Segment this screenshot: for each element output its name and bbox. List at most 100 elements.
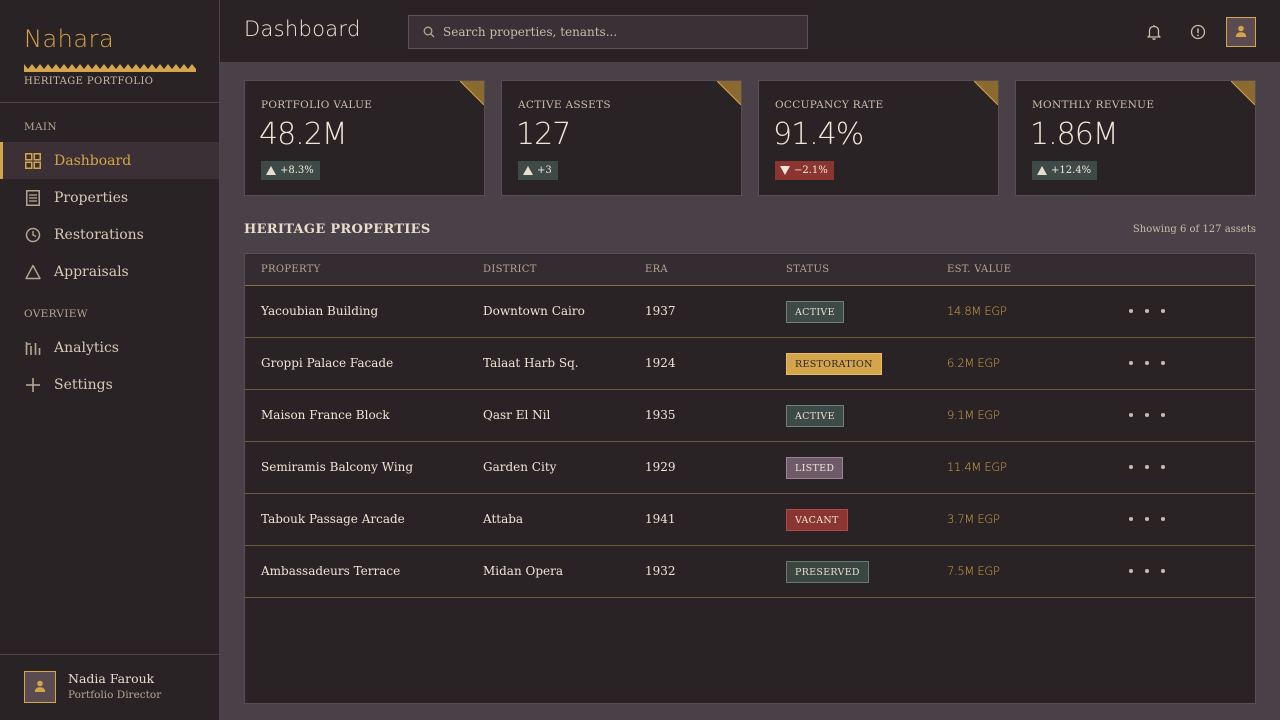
- search-input[interactable]: [443, 25, 793, 39]
- arrow-up-icon: [266, 166, 276, 175]
- sidebar-item-restorations[interactable]: Restorations: [0, 216, 219, 253]
- person-icon: [1234, 23, 1248, 42]
- stat-card-occupancy-rate: OCCUPANCY RATE 91.4% −2.1%: [758, 80, 999, 196]
- status-badge: PRESERVED: [786, 561, 869, 583]
- cell-era: 1932: [645, 564, 676, 578]
- arrow-up-icon: [1037, 166, 1047, 175]
- stat-label: MONTHLY REVENUE: [1032, 99, 1155, 111]
- dot-icon: [1129, 569, 1133, 573]
- top-header: Dashboard: [220, 0, 1280, 63]
- cell-est-value: 14.8M EGP: [947, 304, 1007, 318]
- corner-ornament-icon: [717, 81, 741, 105]
- cell-era: 1924: [645, 356, 676, 370]
- row-more-actions-icon[interactable]: [1129, 460, 1165, 474]
- sidebar-item-label: Restorations: [54, 226, 144, 243]
- status-badge: ACTIVE: [786, 301, 844, 323]
- stat-change-badge: −2.1%: [775, 161, 834, 180]
- table-row[interactable]: Groppi Palace Facade Talaat Harb Sq. 1924 R…: [245, 338, 1255, 390]
- table-row[interactable]: Yacoubian Building Downtown Cairo 1937 ACTI…: [245, 286, 1255, 338]
- dot-icon: [1161, 517, 1165, 521]
- cell-era: 1941: [645, 512, 676, 526]
- cell-est-value: 3.7M EGP: [947, 512, 1000, 526]
- dot-icon: [1129, 309, 1133, 313]
- stat-card-monthly-revenue: MONTHLY REVENUE 1.86M +12.4%: [1015, 80, 1256, 196]
- building-icon: [24, 189, 42, 207]
- stat-card-portfolio-value: PORTFOLIO VALUE 48.2M +8.3%: [244, 80, 485, 196]
- stat-label: ACTIVE ASSETS: [518, 99, 611, 111]
- cell-property: Semiramis Balcony Wing: [261, 460, 414, 474]
- row-more-actions-icon[interactable]: [1129, 356, 1165, 370]
- dot-icon: [1129, 517, 1133, 521]
- properties-table: PROPERTY DISTRICT ERA STATUS EST. VALUE …: [244, 253, 1256, 704]
- cell-property: Ambassadeurs Terrace: [261, 564, 401, 578]
- sidebar-item-analytics[interactable]: Analytics: [0, 329, 219, 366]
- stat-value: 48.2M: [259, 117, 348, 152]
- stat-change-badge: +12.4%: [1032, 161, 1098, 180]
- cell-property: Tabouk Passage Arcade: [261, 512, 405, 526]
- row-more-actions-icon[interactable]: [1129, 408, 1165, 422]
- cell-property: Groppi Palace Facade: [261, 356, 394, 370]
- profile-avatar-button[interactable]: [1226, 17, 1256, 47]
- nav-section-main: MAIN: [24, 121, 57, 133]
- cell-est-value: 11.4M EGP: [947, 460, 1007, 474]
- status-badge: ACTIVE: [786, 405, 844, 427]
- column-header-era[interactable]: ERA: [645, 264, 668, 275]
- cell-district: Midan Opera: [483, 564, 564, 578]
- stat-label: OCCUPANCY RATE: [775, 99, 884, 111]
- stat-change-text: +12.4%: [1051, 165, 1092, 176]
- cell-est-value: 6.2M EGP: [947, 356, 1000, 370]
- notification-bell-icon[interactable]: [1144, 22, 1164, 42]
- status-badge: RESTORATION: [786, 353, 882, 375]
- cell-est-value: 7.5M EGP: [947, 564, 1000, 578]
- arrow-up-icon: [523, 166, 533, 175]
- table-row[interactable]: Semiramis Balcony Wing Garden City 1929 LIS…: [245, 442, 1255, 494]
- dot-icon: [1129, 413, 1133, 417]
- cell-property: Maison France Block: [261, 408, 390, 422]
- person-icon: [33, 678, 47, 697]
- sidebar-item-dashboard[interactable]: Dashboard: [0, 142, 219, 179]
- sidebar-item-settings[interactable]: Settings: [0, 366, 219, 403]
- sidebar-item-appraisals[interactable]: Appraisals: [0, 253, 219, 290]
- dot-icon: [1145, 465, 1149, 469]
- stat-change-badge: +3: [518, 161, 558, 180]
- stat-change-text: −2.1%: [794, 165, 828, 176]
- column-header-property[interactable]: PROPERTY: [261, 264, 321, 275]
- stat-change-badge: +8.3%: [261, 161, 320, 180]
- table-header: PROPERTY DISTRICT ERA STATUS EST. VALUE: [245, 254, 1255, 286]
- nav-section-overview: OVERVIEW: [24, 308, 88, 320]
- results-count: Showing 6 of 127 assets: [1132, 224, 1256, 235]
- dot-icon: [1145, 517, 1149, 521]
- column-header-district[interactable]: DISTRICT: [483, 264, 537, 275]
- dot-icon: [1145, 309, 1149, 313]
- cell-era: 1937: [645, 304, 676, 318]
- stat-value: 91.4%: [773, 117, 864, 152]
- table-row[interactable]: Ambassadeurs Terrace Midan Opera 1932 PRESE…: [245, 546, 1255, 598]
- column-header-status[interactable]: STATUS: [786, 264, 830, 275]
- row-more-actions-icon[interactable]: [1129, 304, 1165, 318]
- row-more-actions-icon[interactable]: [1129, 512, 1165, 526]
- sidebar-item-properties[interactable]: Properties: [0, 179, 219, 216]
- table-row[interactable]: Maison France Block Qasr El Nil 1935 ACTIVE…: [245, 390, 1255, 442]
- sidebar: Nahara HERITAGE PORTFOLIO MAIN Dashboard…: [0, 0, 220, 720]
- info-alert-icon[interactable]: [1188, 22, 1208, 42]
- corner-ornament-icon: [460, 81, 484, 105]
- brand-name: Nahara: [24, 25, 115, 53]
- dot-icon: [1129, 361, 1133, 365]
- stat-card-active-assets: ACTIVE ASSETS 127 +3: [501, 80, 742, 196]
- brand: Nahara: [24, 24, 114, 54]
- cell-district: Garden City: [483, 460, 557, 474]
- section-title: HERITAGE PROPERTIES: [244, 222, 431, 237]
- cell-est-value: 9.1M EGP: [947, 408, 1000, 422]
- user-avatar[interactable]: [24, 671, 56, 703]
- row-more-actions-icon[interactable]: [1129, 564, 1165, 578]
- zigzag-ornament-icon: [24, 64, 196, 72]
- search-bar[interactable]: [408, 15, 808, 49]
- sidebar-item-label: Properties: [54, 189, 129, 206]
- brand-subtitle: HERITAGE PORTFOLIO: [24, 76, 154, 87]
- sidebar-item-label: Appraisals: [54, 263, 129, 280]
- table-row[interactable]: Tabouk Passage Arcade Attaba 1941 VACANT 3.7…: [245, 494, 1255, 546]
- column-header-est-value[interactable]: EST. VALUE: [947, 264, 1012, 275]
- divider: [0, 102, 219, 103]
- dot-icon: [1145, 413, 1149, 417]
- grid-icon: [24, 152, 42, 170]
